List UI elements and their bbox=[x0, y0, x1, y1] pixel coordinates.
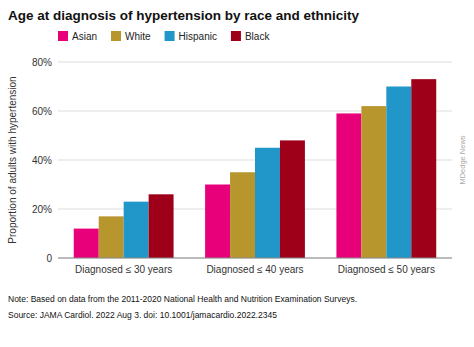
bar bbox=[255, 148, 280, 258]
source: Source: JAMA Cardiol. 2022 Aug 3. doi: 1… bbox=[8, 310, 277, 320]
x-tick-label: Diagnosed ≤ 50 years bbox=[338, 264, 435, 275]
grid-line bbox=[58, 258, 452, 259]
note: Note: Based on data from the 2011-2020 N… bbox=[8, 294, 357, 304]
legend-label: Hispanic bbox=[179, 31, 217, 42]
legend-swatch bbox=[58, 31, 68, 41]
bar bbox=[149, 194, 174, 258]
legend-label: Asian bbox=[72, 31, 97, 42]
bar bbox=[411, 79, 436, 258]
bar bbox=[336, 113, 361, 258]
legend-swatch bbox=[165, 31, 175, 41]
bar bbox=[386, 87, 411, 259]
x-axis-line bbox=[58, 258, 452, 259]
grid bbox=[58, 62, 452, 258]
bars bbox=[74, 79, 436, 258]
legend-label: Black bbox=[245, 31, 270, 42]
y-axis-label: Proportion of adults with hypertension bbox=[7, 76, 18, 243]
bar bbox=[99, 216, 124, 258]
y-tick-label: 20% bbox=[32, 204, 52, 215]
x-tick-label: Diagnosed ≤ 40 years bbox=[206, 264, 303, 275]
bar bbox=[230, 172, 255, 258]
y-tick-label: 80% bbox=[32, 57, 52, 68]
legend-swatch bbox=[111, 31, 121, 41]
y-tick-label: 40% bbox=[32, 155, 52, 166]
legend-swatch bbox=[231, 31, 241, 41]
title: Age at diagnosis of hypertension by race… bbox=[8, 8, 360, 23]
bar bbox=[74, 229, 99, 258]
bar bbox=[205, 185, 230, 259]
x-tick-label: Diagnosed ≤ 30 years bbox=[75, 264, 172, 275]
legend: Asian White Hispanic Black bbox=[58, 31, 270, 42]
y-tick-label: 0 bbox=[46, 253, 52, 264]
chart-container: Age at diagnosis of hypertension by race… bbox=[0, 0, 474, 347]
bar bbox=[361, 106, 386, 258]
watermark: MDedge News bbox=[458, 135, 467, 184]
grid-line bbox=[58, 62, 452, 63]
bar bbox=[124, 202, 149, 258]
bar bbox=[280, 140, 305, 258]
y-tick-label: 60% bbox=[32, 106, 52, 117]
chart-svg: Age at diagnosis of hypertension by race… bbox=[0, 0, 474, 347]
legend-label: White bbox=[125, 31, 151, 42]
background bbox=[0, 0, 474, 347]
